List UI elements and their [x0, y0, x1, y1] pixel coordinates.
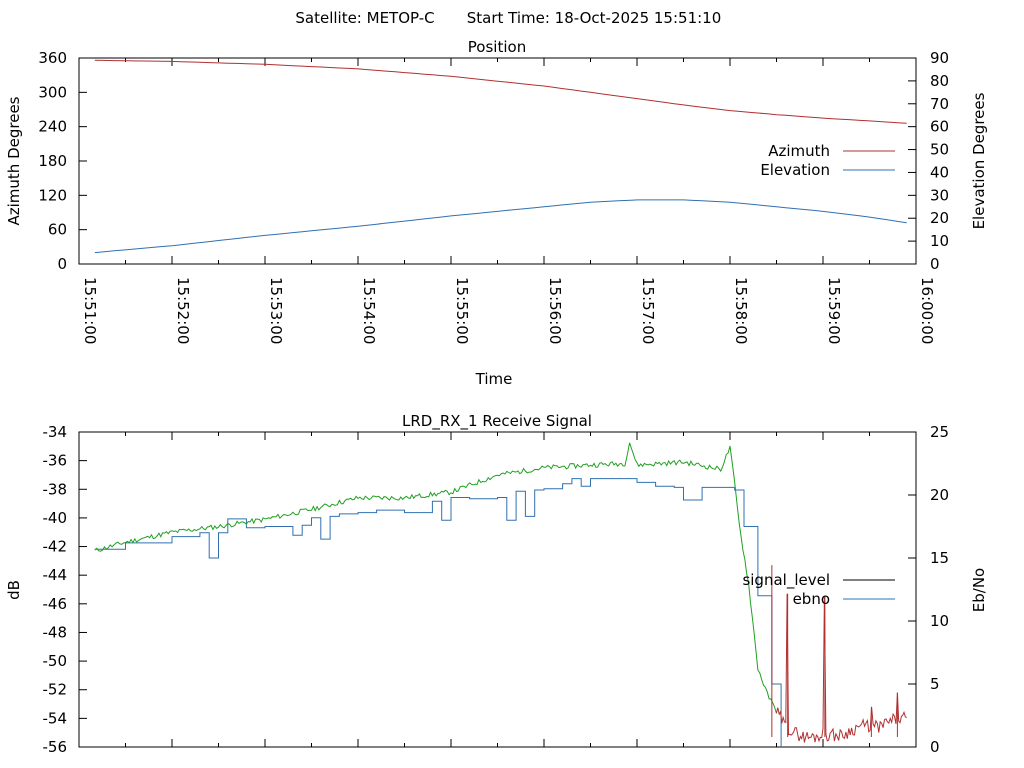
y-tick-label: -44 [43, 566, 68, 584]
x-tick-label: 15:53:00 [267, 277, 285, 344]
series-line-elevation [94, 199, 907, 254]
y2-tick-label: 60 [930, 118, 949, 136]
position-chart: Position 0 60 120 180 240 300 360 0 10 20 30 40 50 60… [5, 38, 988, 388]
y-tick-label: 120 [38, 186, 67, 204]
y2-tick-label: 10 [930, 232, 949, 250]
y-tick-label: -48 [43, 623, 68, 641]
legend-label-elevation: Elevation [760, 161, 830, 179]
signal-legend: signal_level ebno [742, 571, 895, 608]
legend-label-ebno: ebno [793, 590, 830, 608]
series-line-azimuth [94, 59, 907, 124]
y-tick-label: -38 [43, 480, 68, 498]
legend-label-azimuth: Azimuth [768, 142, 830, 160]
y2-tick-label: 50 [930, 141, 949, 159]
x-tick-label: 15:57:00 [639, 277, 657, 344]
y-tick-label: 180 [38, 152, 67, 170]
x-tick-label: 15:52:00 [174, 277, 192, 344]
position-chart-title: Position [468, 38, 526, 56]
signal-ticks: -34 -36 -38 -40 -42 -44 -46 -48 -50 -52 -54 -56 0 5 10… [43, 423, 950, 756]
y-tick-label: 300 [38, 83, 67, 101]
series-line-signal-level [94, 442, 777, 714]
x-tick-label: 15:56:00 [546, 277, 564, 344]
y2-tick-label: 0 [930, 255, 940, 273]
y-tick-label: -50 [43, 652, 68, 670]
y-tick-label: -34 [43, 423, 68, 441]
signal-plot-frame [78, 431, 917, 748]
figure-header-satellite: Satellite: METOP-C [295, 9, 434, 27]
x-tick-label: 15:59:00 [825, 277, 843, 344]
signal-chart: LRD_RX_1 Receive Signal -34-36-38-40-42-… [5, 412, 988, 756]
position-y2-axis-label: Elevation Degrees [970, 92, 988, 229]
y-tick-label: -40 [43, 509, 68, 527]
y2-tick-label: 15 [930, 549, 949, 567]
legend-label-signal-level: signal_level [742, 571, 830, 590]
y2-tick-label: 40 [930, 163, 949, 181]
x-tick-label: 15:54:00 [360, 277, 378, 344]
y-tick-label: -42 [43, 538, 68, 556]
y-tick-label: -54 [43, 709, 68, 727]
signal-series [94, 442, 907, 747]
x-tick-label: 15:51:00 [81, 277, 99, 344]
y2-tick-label: 70 [930, 95, 949, 113]
y2-tick-label: 10 [930, 612, 949, 630]
x-tick-label: 16:00:00 [918, 277, 936, 344]
position-ticks: 0 60 120 180 240 300 360 0 10 20 30 40 50 60 70 80 90 15:… [38, 49, 949, 344]
position-y-axis-label: Azimuth Degrees [5, 96, 23, 225]
series-line-ebno [94, 478, 782, 747]
y-tick-label: -56 [43, 738, 68, 756]
y2-tick-label: 90 [930, 49, 949, 67]
signal-y2-axis-label: Eb/No [970, 568, 988, 612]
series-line-signal-level-after-loss [776, 593, 907, 743]
y-tick-label: 0 [57, 255, 67, 273]
y2-tick-label: 80 [930, 72, 949, 90]
x-tick-label: 15:55:00 [453, 277, 471, 344]
position-series [94, 59, 907, 254]
signal-y-axis-label: dB [5, 580, 23, 600]
y2-tick-label: 0 [930, 738, 940, 756]
y-tick-label: 240 [38, 118, 67, 136]
position-x-axis-label: Time [475, 370, 513, 388]
y-tick-label: 60 [48, 221, 67, 239]
y-tick-label: -46 [43, 595, 68, 613]
y2-tick-label: 20 [930, 486, 949, 504]
y-tick-label: -36 [43, 452, 68, 470]
y-tick-label: -52 [43, 681, 68, 699]
figure-header-start-time: Start Time: 18-Oct-2025 15:51:10 [467, 9, 722, 27]
y-tick-label: 360 [38, 49, 67, 67]
x-tick-label: 15:58:00 [732, 277, 750, 344]
y2-tick-label: 30 [930, 186, 949, 204]
signal-chart-title: LRD_RX_1 Receive Signal [402, 412, 592, 431]
y2-tick-label: 20 [930, 209, 949, 227]
y2-tick-label: 25 [930, 423, 949, 441]
position-legend: Azimuth Elevation [760, 142, 895, 179]
y2-tick-label: 5 [930, 675, 940, 693]
